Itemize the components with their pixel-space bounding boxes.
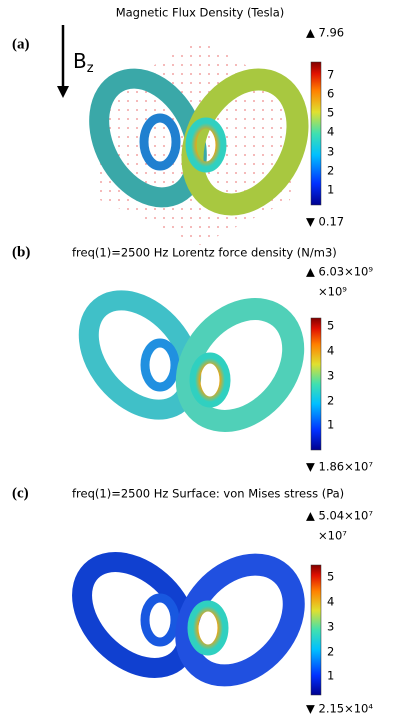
max-label: ▲ 6.03×10⁹ <box>306 265 373 279</box>
panel-title: Magnetic Flux Density (Tesla) <box>116 6 285 20</box>
colorbar-tick: 3 <box>327 145 334 159</box>
coil-right-inner <box>185 117 227 173</box>
colorbar-tick: 1 <box>327 418 334 432</box>
panel-label: (c) <box>12 485 29 501</box>
coil-right-inner <box>189 352 231 408</box>
coil-right <box>175 298 305 432</box>
coil-right-inner <box>187 600 229 656</box>
multiplier: ×10⁷ <box>318 529 347 543</box>
colorbar-tick: 2 <box>327 164 334 178</box>
field-arrow-head <box>57 86 69 98</box>
coil-left-inner <box>139 113 181 171</box>
colorbar-tick: 4 <box>327 595 334 609</box>
colorbar-tick: 2 <box>327 645 334 659</box>
field-label: Bz <box>73 49 94 76</box>
panel-title: freq(1)=2500 Hz Surface: von Mises stres… <box>72 487 344 501</box>
colorbar-tick: 6 <box>327 87 334 101</box>
colorbar-tick: 7 <box>327 68 334 82</box>
max-label: ▲ 5.04×10⁷ <box>306 509 373 523</box>
multiplier: ×10⁹ <box>318 285 347 299</box>
min-label: ▼ 1.86×10⁷ <box>306 460 373 474</box>
coil-left-inner <box>140 338 180 392</box>
colorbar-tick: 4 <box>327 125 334 139</box>
min-label: ▼ 0.17 <box>306 215 344 229</box>
coil-left <box>89 68 207 208</box>
colorbar <box>310 564 322 696</box>
coil-left <box>72 552 198 678</box>
colorbar-tick: 3 <box>327 620 334 634</box>
panel-a: (a) Magnetic Flux Density (Tesla) Bz ▲ 7… <box>12 6 344 245</box>
field-symbol: B <box>73 49 87 73</box>
colorbar-tick: 4 <box>327 344 334 358</box>
max-label: ▲ 7.96 <box>306 26 344 40</box>
colorbar-tick: 5 <box>327 319 334 333</box>
panel-c: (c) freq(1)=2500 Hz Surface: von Mises s… <box>12 485 373 715</box>
colorbar-tick: 5 <box>327 570 334 584</box>
panel-b: (b) freq(1)=2500 Hz Lorentz force densit… <box>12 244 373 473</box>
min-label: ▼ 2.15×10⁴ <box>306 702 373 716</box>
colorbar <box>310 317 322 451</box>
coil-left-inner <box>140 593 180 647</box>
panel-title: freq(1)=2500 Hz Lorentz force density (N… <box>72 246 337 260</box>
panel-label: (a) <box>12 36 30 52</box>
colorbar-tick: 5 <box>327 106 334 120</box>
colorbar-tick: 1 <box>327 669 334 683</box>
panel-label: (b) <box>12 244 30 260</box>
colorbar-tick: 3 <box>327 369 334 383</box>
colorbar <box>310 61 322 206</box>
colorbar-tick: 1 <box>327 183 334 197</box>
colorbar-tick: 2 <box>327 394 334 408</box>
field-subscript: z <box>87 61 94 76</box>
coil-right <box>175 553 305 687</box>
